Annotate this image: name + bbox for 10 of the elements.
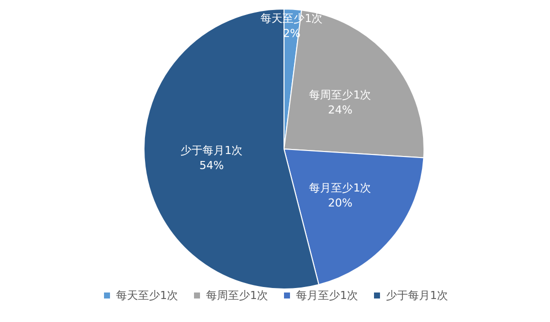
data-label: 54% (199, 159, 224, 172)
slice-label: 每周至少1次 (309, 88, 372, 102)
data-label: 24% (328, 103, 352, 116)
legend-label: 少于每月1次 (386, 289, 448, 302)
legend-label: 每天至少1次 (116, 289, 178, 302)
legend-label: 每月至少1次 (296, 289, 358, 302)
data-label: 20% (328, 196, 352, 210)
slice-label: 每月至少1次 (309, 182, 372, 195)
legend-label: 每周至少1次 (206, 289, 268, 302)
slice-label: 少于每月1次 (180, 144, 243, 158)
